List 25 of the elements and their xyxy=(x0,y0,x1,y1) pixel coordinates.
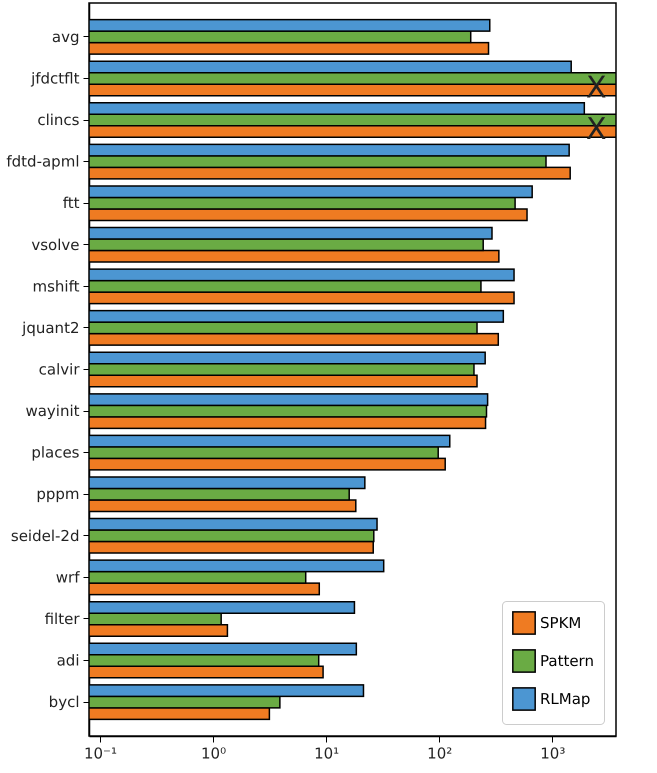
y-tick-label: places xyxy=(31,444,80,462)
y-tick-label: calvir xyxy=(38,360,80,378)
y-tick-label: seidel-2d xyxy=(10,526,80,545)
x-tick-label: 10² xyxy=(427,744,452,762)
y-tick-label: avg xyxy=(52,28,80,46)
x-tick-label: 10³ xyxy=(540,744,566,762)
y-tick-label: fdtd-apml xyxy=(6,152,80,171)
x-tick-label: 10⁻¹ xyxy=(84,744,117,762)
y-tick-label: ftt xyxy=(62,194,80,212)
x-tick-label: 10¹ xyxy=(314,744,340,762)
y-tick-label: vsolve xyxy=(31,236,80,254)
y-tick-label: pppm xyxy=(36,485,80,504)
y-tick-label: jfdctflt xyxy=(30,69,80,88)
legend-label: Pattern xyxy=(540,652,594,670)
y-tick-label: wrf xyxy=(56,568,80,586)
y-tick-label: adi xyxy=(56,652,80,670)
y-tick-label: filter xyxy=(44,610,80,628)
legend-label: RLMap xyxy=(540,690,590,708)
y-tick-label: wayinit xyxy=(25,402,80,420)
y-tick-label: clincs xyxy=(37,111,80,130)
x-tick-label: 10⁰ xyxy=(200,744,226,762)
y-tick-label: bycl xyxy=(48,693,80,712)
y-tick-label: jquant2 xyxy=(21,318,80,337)
legend-label: SPKM xyxy=(540,614,582,632)
y-tick-label: mshift xyxy=(32,277,80,296)
